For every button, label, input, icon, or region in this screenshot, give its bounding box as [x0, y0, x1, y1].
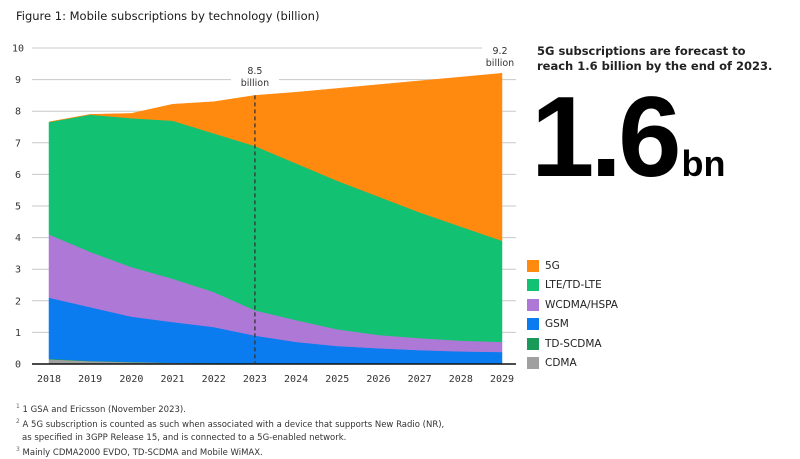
big-stat: 1.6 bn	[531, 78, 725, 198]
x-tick-label: 2023	[243, 374, 267, 385]
big-stat-unit: bn	[681, 143, 726, 184]
area-series	[48, 73, 503, 365]
footnotes: 1 1 GSA and Ericsson (November 2023). 2 …	[16, 401, 444, 459]
legend-label: GSM	[545, 318, 569, 331]
stacked-area-chart: 0 1 2 3 4 5 6 7 8 9 10 2018 2019 2020 2021 2022 2023 2024…	[12, 42, 518, 385]
y-tick-label: 8	[15, 107, 21, 118]
y-tick-label: 7	[15, 138, 21, 149]
y-tick-label: 1	[15, 328, 21, 339]
x-tick-label: 2028	[449, 374, 473, 385]
figure-title: Figure 1: Mobile subscriptions by techno…	[16, 9, 320, 23]
annotation-label-bg	[230, 62, 279, 90]
legend-item-lte-td-lte: LTE/TD-LTE	[527, 276, 618, 296]
legend-item-gsm: GSM	[527, 315, 618, 335]
legend-label: LTE/TD-LTE	[545, 279, 602, 292]
y-tick-label: 2	[15, 296, 21, 307]
y-tick-label: 6	[15, 170, 21, 181]
annotation-value: 9.2	[492, 46, 507, 57]
legend-swatch	[527, 318, 539, 331]
x-tick-label: 2020	[119, 374, 143, 385]
legend-label: 5G	[545, 259, 560, 272]
legend-swatch	[527, 357, 539, 370]
legend-item-wcdma-hspa: WCDMA/HSPA	[527, 295, 618, 315]
x-tick-label: 2027	[408, 374, 432, 385]
y-tick-label: 4	[15, 233, 21, 244]
legend-swatch	[527, 337, 539, 350]
annotation-unit: billion	[486, 58, 514, 69]
x-tick-label: 2024	[284, 374, 308, 385]
area-5g	[48, 73, 503, 242]
big-stat-number: 1.6	[531, 74, 681, 201]
callout-text: 5G subscriptions are forecast to reach 1…	[537, 44, 773, 73]
axes: 0 1 2 3 4 5 6 7 8 9 10 2018 2019 2020 2021 2022 2023 2024…	[12, 44, 516, 385]
y-tick-label: 0	[15, 360, 21, 371]
footnote-2-continued: as specified in 3GPP Release 15, and is …	[22, 432, 347, 443]
x-tick-label: 2022	[202, 374, 226, 385]
legend-label: TD-SCDMA	[545, 337, 602, 350]
footnote-2: 2 A 5G subscription is counted as such w…	[16, 418, 445, 431]
legend-item-cdma: CDMA	[527, 354, 618, 374]
annotation-value: 8.5	[247, 66, 262, 77]
x-tick-label: 2026	[366, 374, 390, 385]
x-tick-label: 2021	[160, 374, 184, 385]
y-tick-label: 10	[12, 44, 24, 55]
legend-item-5g: 5G	[527, 256, 618, 276]
footnote-1: 1 1 GSA and Ericsson (November 2023).	[16, 403, 186, 415]
legend-swatch	[527, 259, 539, 272]
y-tick-label: 9	[15, 75, 21, 86]
chart-legend: 5G LTE/TD-LTE WCDMA/HSPA GSM TD-SCDMA CDMA	[527, 256, 618, 373]
annotation-unit: billion	[241, 78, 269, 89]
y-tick-label: 3	[15, 265, 21, 276]
annotation-label-bg	[482, 42, 518, 70]
x-tick-label: 2019	[78, 374, 102, 385]
legend-swatch	[527, 298, 539, 311]
x-tick-label: 2018	[37, 374, 61, 385]
legend-label: CDMA	[545, 357, 577, 370]
footnote-3: 3 Mainly CDMA2000 EVDO, TD-SCDMA and Mob…	[16, 446, 263, 458]
x-tick-label: 2029	[490, 374, 514, 385]
legend-swatch	[527, 279, 539, 292]
y-tick-label: 5	[15, 202, 21, 213]
legend-item-td-scdma: TD-SCDMA	[527, 334, 618, 354]
legend-label: WCDMA/HSPA	[545, 298, 618, 311]
x-tick-label: 2025	[325, 374, 349, 385]
